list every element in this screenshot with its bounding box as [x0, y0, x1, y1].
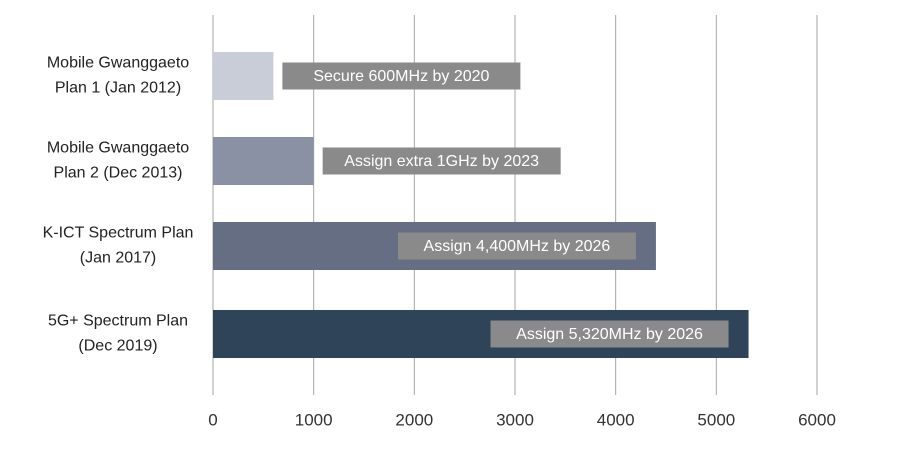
x-tick-label: 6000: [798, 410, 836, 429]
annotation-box: [397, 232, 636, 260]
y-tick-label: (Jan 2017): [80, 250, 157, 267]
annotation-box: [490, 320, 729, 348]
x-tick-label: 1000: [295, 410, 333, 429]
bar: [213, 52, 274, 100]
y-tick-label: Plan 2 (Dec 2013): [54, 165, 183, 182]
annotation: Secure 600MHz by 2020: [313, 68, 489, 85]
y-tick-label: Mobile Gwanggaeto: [47, 140, 189, 157]
annotation-box: [282, 62, 521, 90]
y-tick-label: 5G+ Spectrum Plan: [48, 313, 188, 330]
annotation: Assign 5,320MHz by 2026: [516, 326, 703, 343]
x-tick-label: 2000: [395, 410, 433, 429]
x-tick-label: 4000: [597, 410, 635, 429]
x-tick-label: 5000: [697, 410, 735, 429]
annotation: Assign 4,400MHz by 2026: [424, 238, 611, 255]
annotation-box: [322, 147, 561, 175]
y-tick-label: Plan 1 (Jan 2012): [55, 80, 181, 97]
y-tick-label: K-ICT Spectrum Plan: [43, 225, 194, 242]
y-tick-label: Mobile Gwanggaeto: [47, 55, 189, 72]
y-tick-label: (Dec 2019): [78, 338, 157, 355]
bar: [213, 137, 314, 185]
x-tick-label: 3000: [496, 410, 534, 429]
x-tick-label: 0: [208, 410, 217, 429]
annotation: Assign extra 1GHz by 2023: [344, 153, 539, 170]
